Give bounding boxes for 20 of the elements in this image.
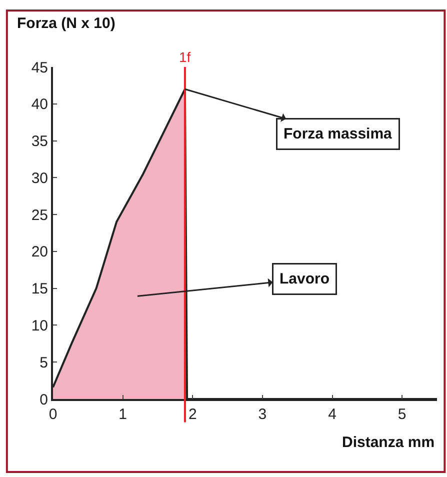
y-tick-label: 35	[31, 133, 48, 150]
x-tick-label: 2	[188, 406, 197, 423]
x-tick-label: 5	[398, 406, 406, 423]
y-tick-label: 15	[31, 280, 48, 298]
y-tick-label: 45	[31, 59, 48, 76]
x-tick-label: 4	[328, 406, 336, 423]
x-tick-label: 1	[118, 406, 127, 423]
x-tick-label: 3	[258, 406, 267, 423]
y-tick-label: 10	[31, 317, 48, 334]
annotation: Lavoro	[280, 270, 330, 288]
y-tick-label: 20	[31, 244, 48, 261]
y-axis-title: Forza (N x 10)	[17, 15, 116, 32]
ref-line-label: 1f	[179, 49, 191, 65]
y-tick-label: 5	[40, 354, 48, 372]
annotation: Forza massima	[284, 126, 393, 142]
y-tick-label: 30	[31, 170, 48, 187]
y-tick-label: 40	[31, 96, 48, 114]
y-tick-label: 0	[40, 391, 48, 408]
x-axis-title: Distanza mm	[342, 434, 435, 451]
y-tick-label: 25	[31, 206, 48, 224]
